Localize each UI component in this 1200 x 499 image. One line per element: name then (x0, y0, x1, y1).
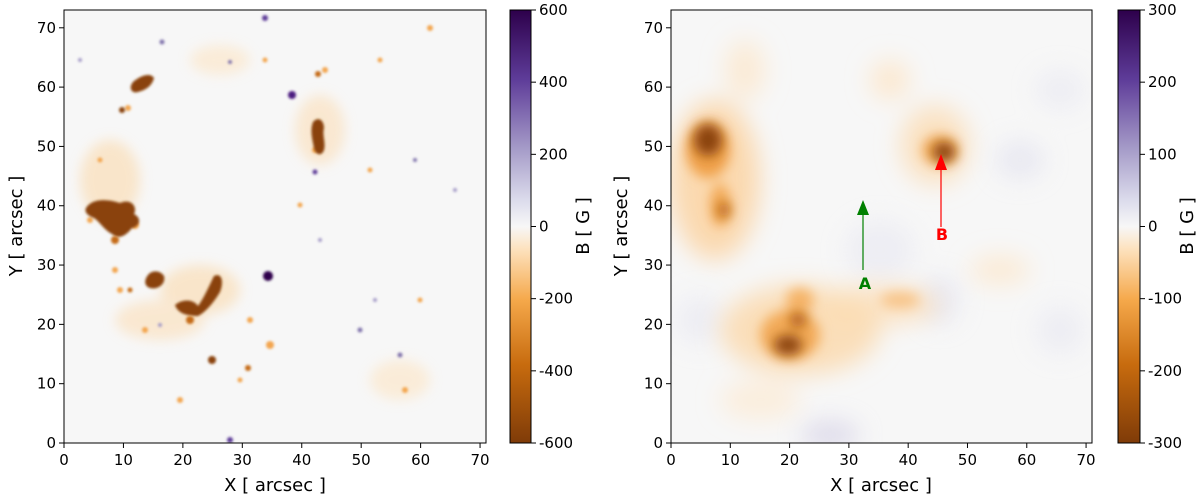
colorbar-ticks-right: 300 200 100 0 -100 -200 -300 (1140, 1, 1182, 452)
magnetogram-image-left (78, 15, 457, 443)
x-axis-label-right: X [ arcsec ] (830, 475, 932, 496)
x-tick-label: 10 (114, 451, 133, 469)
y-tick-label: 30 (37, 256, 56, 274)
magnetogram-panel-left: 0 10 20 30 40 50 60 70 0 10 20 30 40 50 60 70 X [ arcse… (6, 1, 594, 496)
colorbar-label-left: B [ G ] (573, 197, 594, 255)
y-tick-label: 0 (653, 434, 663, 452)
annotation-b: B (935, 154, 948, 244)
y-tick-label: 70 (644, 19, 663, 37)
plot-frame-right (670, 9, 1093, 444)
y-tick-label: 60 (644, 78, 663, 96)
annotation-b-label: B (936, 225, 948, 244)
y-tick-label: 60 (37, 78, 56, 96)
y-tick-label: 20 (644, 315, 663, 333)
annotation-a-arrowhead (857, 200, 869, 215)
magnetogram-image-right: A B (671, 40, 1085, 443)
x-tick-label: 20 (173, 451, 192, 469)
colorbar-tick-label: 300 (1148, 1, 1177, 19)
x-tick-label: 60 (1017, 451, 1036, 469)
x-tick-label: 30 (839, 451, 858, 469)
x-tick-label: 0 (59, 451, 69, 469)
colorbar-tick-label: 600 (539, 1, 568, 19)
y-tick-label: 20 (37, 315, 56, 333)
x-tick-label: 60 (411, 451, 430, 469)
y-tick-label: 0 (46, 434, 56, 452)
y-axis-label-left: Y [ arcsec ] (6, 176, 27, 278)
annotation-a-label: A (859, 274, 872, 293)
y-tick-label: 70 (37, 19, 56, 37)
colorbar-tick-label: 100 (1148, 145, 1177, 163)
annotation-a: A (857, 200, 872, 293)
x-tick-label: 70 (471, 451, 490, 469)
colorbar-tick-label: -200 (1148, 362, 1182, 380)
colorbar-tick-label: -200 (539, 290, 573, 308)
x-tick-label: 70 (1077, 451, 1096, 469)
colorbar-tick-label: -600 (539, 434, 573, 452)
axis-ticks-right: 0 10 20 30 40 50 60 70 0 10 20 30 40 50 60 70 (644, 19, 1096, 469)
colorbar-tick-label: -100 (1148, 290, 1182, 308)
colorbar-tick-label: 0 (1148, 218, 1158, 236)
x-tick-label: 30 (233, 451, 252, 469)
colorbar-ticks-left: 600 400 200 0 -200 -400 -600 (531, 1, 573, 452)
y-tick-label: 50 (37, 137, 56, 155)
y-tick-label: 50 (644, 137, 663, 155)
colorbar-tick-label: -400 (539, 362, 573, 380)
x-tick-label: 40 (899, 451, 918, 469)
annotation-b-arrowhead (935, 154, 947, 170)
x-axis-label-left: X [ arcsec ] (224, 475, 326, 496)
axis-ticks-left: 0 10 20 30 40 50 60 70 0 10 20 30 40 50 60 70 (37, 19, 490, 469)
y-tick-label: 10 (37, 375, 56, 393)
colorbar-tick-label: 0 (539, 218, 549, 236)
colorbar-tick-label: -300 (1148, 434, 1182, 452)
y-tick-label: 40 (644, 197, 663, 215)
plot-frame-left (63, 9, 487, 444)
colorbar-left (509, 9, 532, 444)
colorbar-tick-label: 200 (539, 145, 568, 163)
colorbar-tick-label: 200 (1148, 73, 1177, 91)
x-tick-label: 40 (292, 451, 311, 469)
x-tick-label: 10 (721, 451, 740, 469)
x-tick-label: 0 (666, 451, 676, 469)
colorbar-label-right: B [ G ] (1177, 197, 1198, 255)
x-tick-label: 50 (352, 451, 371, 469)
x-tick-label: 20 (780, 451, 799, 469)
magnetogram-panel-right: A B 0 10 20 30 40 50 60 70 0 10 20 30 40 50 60 70 X [ a… (611, 1, 1198, 496)
y-tick-label: 10 (644, 375, 663, 393)
colorbar-tick-label: 400 (539, 73, 568, 91)
x-tick-label: 50 (958, 451, 977, 469)
y-axis-label-right: Y [ arcsec ] (611, 176, 632, 278)
y-tick-label: 40 (37, 197, 56, 215)
colorbar-right (1117, 9, 1141, 444)
y-tick-label: 30 (644, 256, 663, 274)
